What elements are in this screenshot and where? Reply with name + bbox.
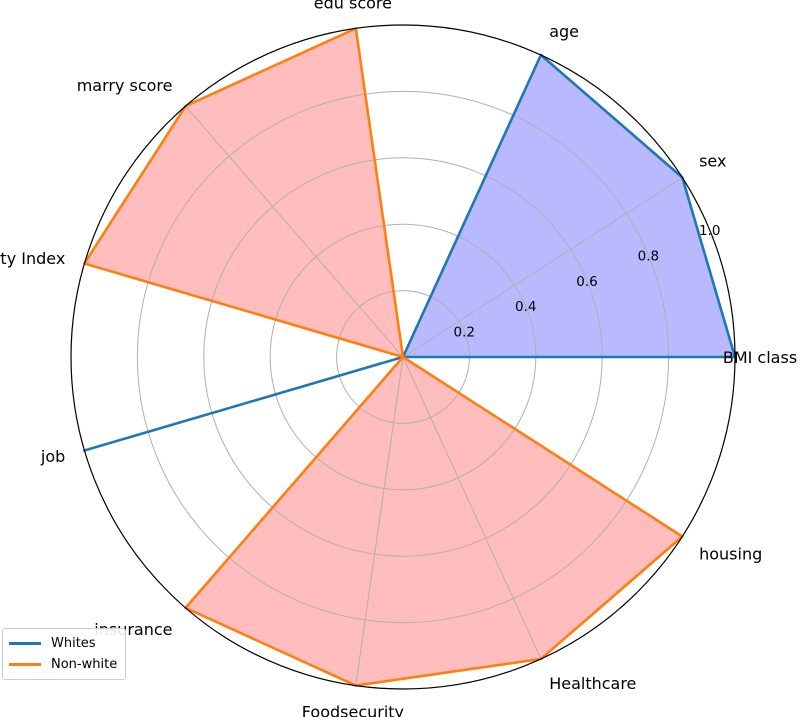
axis-label-edu-score: edu score bbox=[314, 0, 392, 13]
spoke-foodsecurity bbox=[355, 356, 404, 686]
series-fills bbox=[84, 28, 735, 686]
axis-label-age: age bbox=[549, 22, 579, 41]
axis-label-job: job bbox=[40, 447, 65, 466]
spoke-sex bbox=[402, 177, 683, 358]
axis-label-poverty-index: Poverty Index bbox=[0, 249, 65, 268]
legend-label-whites: Whites bbox=[51, 636, 96, 651]
axis-label-sex: sex bbox=[699, 152, 726, 171]
legend-swatch-whites bbox=[9, 642, 41, 645]
axis-label-healthcare: Healthcare bbox=[549, 674, 636, 693]
radial-tick-label: 0.4 bbox=[515, 299, 536, 315]
radial-tick-label: 0.2 bbox=[454, 325, 475, 341]
spoke-marry-score bbox=[185, 105, 404, 358]
series-fill-whites bbox=[84, 55, 735, 451]
legend-label-non-white: Non-white bbox=[51, 657, 118, 672]
axis-label-marry-score: marry score bbox=[77, 76, 173, 95]
axis-label-bmi-class: BMI class bbox=[723, 348, 797, 367]
radial-tick-label: 1.0 bbox=[699, 223, 720, 239]
legend-item-whites: Whites bbox=[9, 633, 117, 654]
spoke-healthcare bbox=[402, 356, 542, 660]
axis-label-foodsecurity: Foodsecurity bbox=[302, 702, 404, 717]
radial-tick-labels: 0.2 0.4 0.6 0.8 1.0 bbox=[454, 223, 721, 341]
series-line-non-white bbox=[83, 27, 684, 687]
legend: Whites Non-white bbox=[2, 628, 127, 680]
axis-label-housing: housing bbox=[699, 544, 762, 563]
radial-tick-label: 0.8 bbox=[638, 248, 659, 264]
outer-frame bbox=[70, 24, 736, 690]
legend-item-non-white: Non-white bbox=[9, 654, 117, 675]
legend-swatch-non-white bbox=[9, 663, 41, 666]
series-fill-non-white bbox=[84, 28, 683, 686]
radial-tick-label: 0.6 bbox=[576, 274, 597, 290]
